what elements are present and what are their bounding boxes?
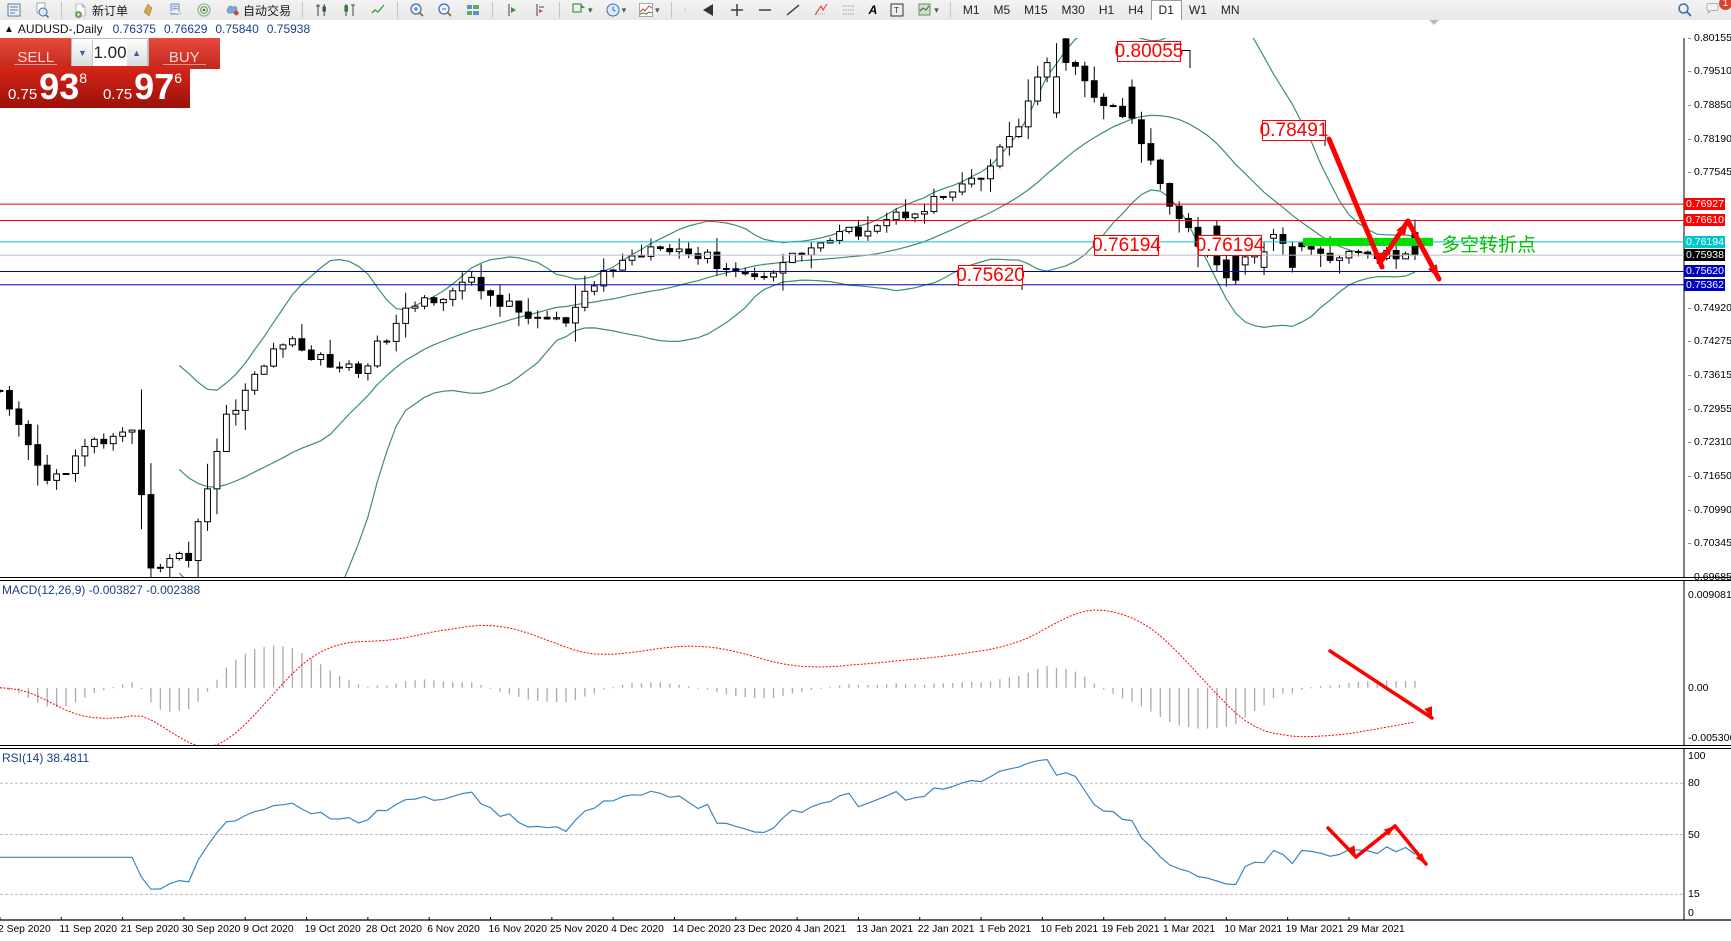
svg-text:T: T: [894, 6, 899, 15]
